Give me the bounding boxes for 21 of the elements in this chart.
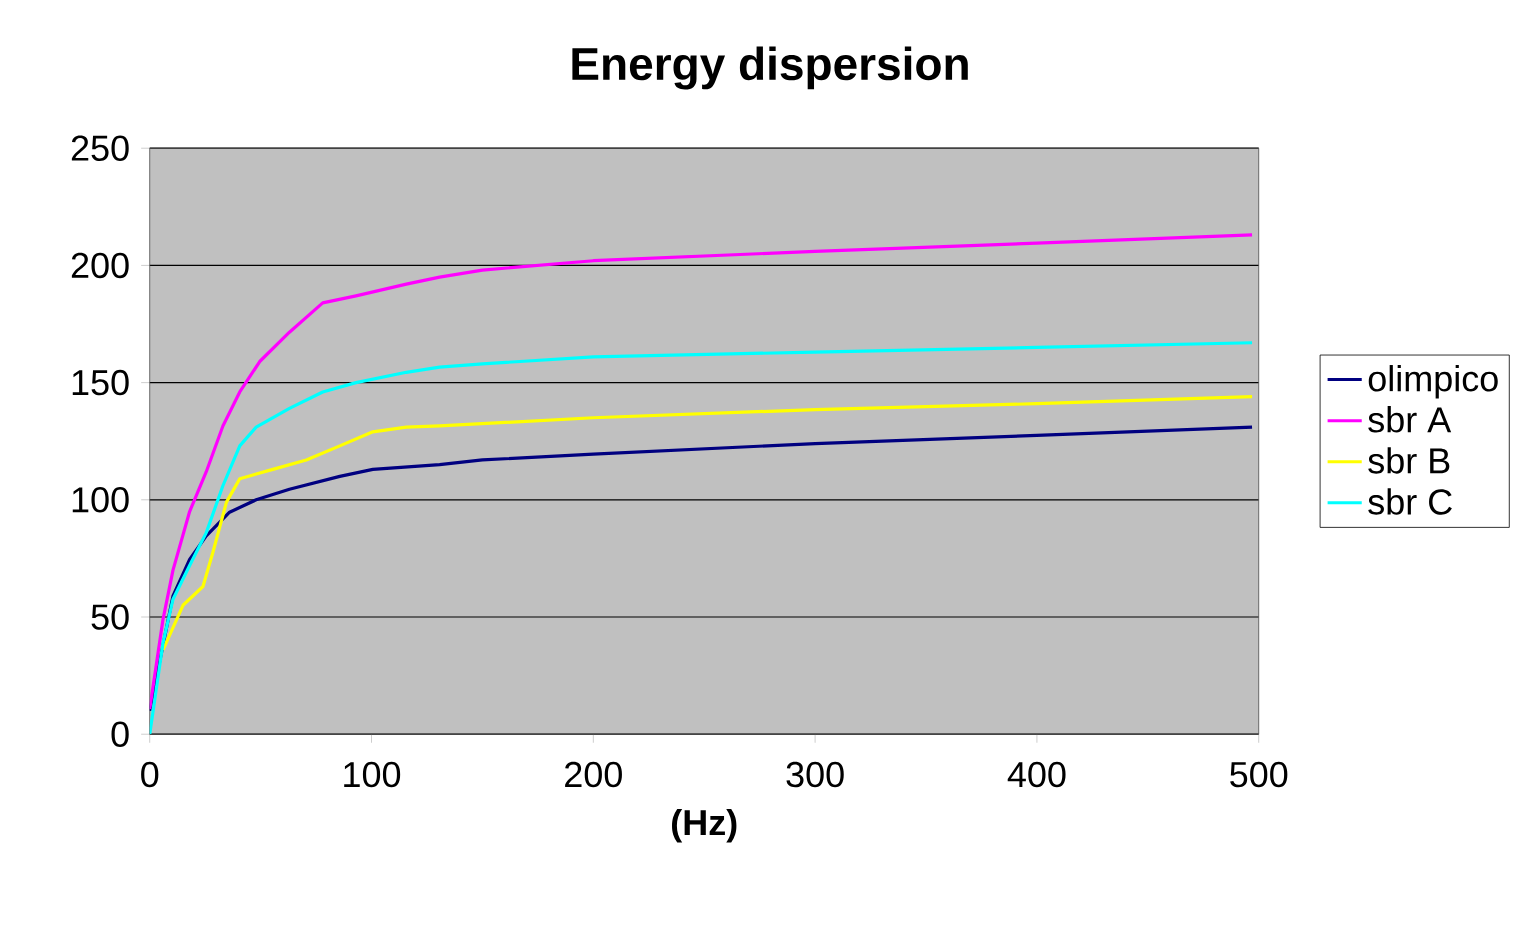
line-series — [161, 395, 1254, 652]
x-tick-label: 300 — [786, 761, 844, 788]
y-tick-label: 50 — [91, 604, 129, 630]
line-series — [149, 233, 1254, 711]
x-tick-label: 500 — [1230, 761, 1288, 788]
x-tick-label: 0 — [141, 761, 159, 788]
line-series — [149, 341, 1254, 735]
y-tick-label: 150 — [72, 369, 129, 396]
y-tick-label: 200 — [71, 252, 129, 279]
legend-label: sbr A — [1368, 406, 1452, 433]
y-tick-label: 0 — [111, 721, 129, 747]
x-axis-title: (Hz) — [672, 809, 737, 843]
x-tick-label: 400 — [1007, 761, 1066, 788]
x-tick-label: 100 — [344, 761, 401, 788]
y-tick-label: 250 — [71, 135, 129, 161]
chart-title: Energy dispersion — [572, 46, 968, 90]
y-tick-label: 100 — [72, 487, 129, 513]
legend-label: sbr C — [1368, 488, 1452, 515]
legend-label: sbr B — [1368, 447, 1450, 474]
legend-label: olimpico — [1368, 365, 1498, 399]
x-tick-label: 200 — [565, 761, 622, 788]
